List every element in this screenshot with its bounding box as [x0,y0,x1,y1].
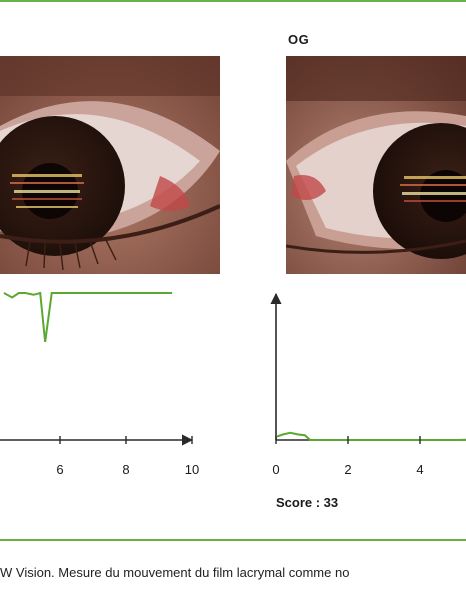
right-eye-photo [286,56,466,274]
figure-caption: W Vision. Mesure du mouvement du film la… [0,565,350,580]
right-trace-line [275,431,466,441]
left-trace-line [3,291,173,343]
right-x-tick-label: 2 [344,462,351,477]
left-x-tick-label: 8 [122,462,129,477]
top-rule [0,0,466,2]
right-x-tick-label: 0 [272,462,279,477]
score-text: Score : 33 [276,495,339,510]
left-x-tick-label: 6 [56,462,63,477]
left-chart: 6 8 10 [0,291,199,477]
right-chart: 0 2 4 [270,292,466,477]
right-x-tick-label: 4 [416,462,423,477]
bottom-rule [0,539,466,541]
right-eye-label: OG [288,32,310,47]
left-eye-photo [0,56,220,274]
charts-area: 6 8 10 0 2 4 [0,291,466,477]
left-x-tick-label: 10 [185,462,199,477]
